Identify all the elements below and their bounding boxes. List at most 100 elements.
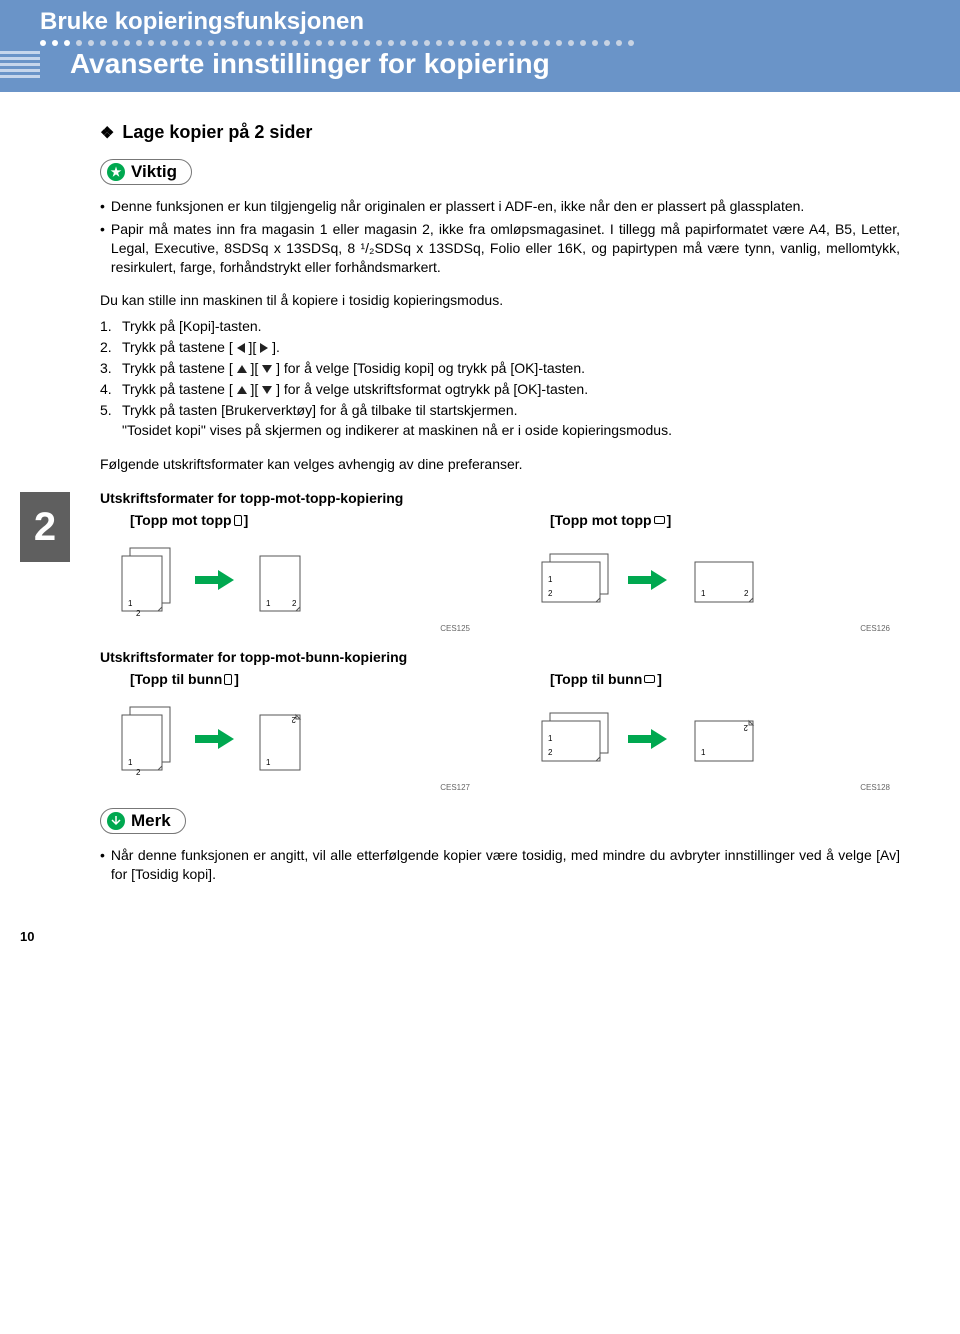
- format-label-suffix: ]: [667, 512, 672, 528]
- page-num-1: 1: [701, 589, 706, 598]
- page-content: 2 ❖ Lage kopier på 2 sider ★ Viktig • De…: [0, 122, 960, 884]
- step-text: Trykk på tastene [ ][ ].: [122, 337, 280, 358]
- page-num-2-rotated: 2: [291, 715, 296, 724]
- bullet-dot-icon: •: [100, 197, 105, 216]
- ces-code: CES127: [100, 783, 480, 792]
- step-list: 1.Trykk på [Kopi]-tasten. 2.Trykk på tas…: [100, 316, 900, 421]
- triangle-down-icon: [262, 365, 272, 373]
- landscape-icon: [654, 516, 665, 524]
- arrow-icon: [628, 729, 667, 749]
- duplex-diagram-tb-landscape: 1 2 1 2: [520, 693, 820, 783]
- format-label: [Topp til bunn]: [550, 671, 900, 687]
- triangle-down-icon: [262, 386, 272, 394]
- page-num-1: 1: [548, 575, 553, 584]
- triangle-up-icon: [237, 365, 247, 373]
- preference-intro: Følgende utskriftsformater kan velges av…: [100, 455, 900, 475]
- format-heading-tb: Utskriftsformater for topp-mot-bunn-kopi…: [100, 649, 900, 665]
- format-label-suffix: ]: [234, 671, 239, 687]
- bullet-dot-icon: •: [100, 846, 105, 884]
- important-bullet: • Denne funksjonen er kun tilgjengelig n…: [100, 197, 900, 216]
- page-num-2: 2: [292, 599, 297, 608]
- arrow-icon: [195, 729, 234, 749]
- triangle-up-icon: [237, 386, 247, 394]
- step-text: Trykk på tastene [ ][ ] for å velge [Tos…: [122, 358, 585, 379]
- ces-code: CES125: [100, 624, 480, 633]
- important-text: Denne funksjonen er kun tilgjengelig når…: [111, 197, 804, 216]
- portrait-icon: [234, 515, 242, 526]
- page-number: 10: [20, 929, 34, 944]
- page-num-2: 2: [136, 609, 141, 618]
- page-num-2: 2: [744, 589, 749, 598]
- step-text: Trykk på [Kopi]-tasten.: [122, 316, 262, 337]
- portrait-icon: [224, 674, 232, 685]
- page-num-2: 2: [548, 589, 553, 598]
- format-label-suffix: ]: [657, 671, 662, 687]
- format-col: [Topp mot topp] 1 2 1 2 CES126: [520, 512, 900, 633]
- step-item: 2.Trykk på tastene [ ][ ].: [100, 337, 900, 358]
- arrow-icon: [195, 570, 234, 590]
- step-item: 5.Trykk på tasten [Brukerverktøy] for å …: [100, 400, 900, 421]
- section-title: Avanserte innstillinger for kopiering: [40, 48, 550, 80]
- format-col: [Topp mot topp] 1 2 1 2 CES125: [100, 512, 480, 633]
- section-stripes-icon: [0, 50, 40, 78]
- note-pill: Merk: [100, 808, 186, 834]
- ces-code: CES126: [520, 624, 900, 633]
- ces-code: CES128: [520, 783, 900, 792]
- format-heading-tt: Utskriftsformater for topp-mot-topp-kopi…: [100, 490, 900, 506]
- format-row: [Topp mot topp] 1 2 1 2 CES125: [100, 512, 900, 633]
- important-label: Viktig: [131, 162, 177, 182]
- note-label: Merk: [131, 811, 171, 831]
- page-num-2: 2: [548, 748, 553, 757]
- duplex-diagram-tt-portrait: 1 2 1 2: [100, 534, 360, 624]
- header-bar: Bruke kopieringsfunksjonen Avanserte inn…: [0, 0, 960, 92]
- down-arrow-icon: [107, 812, 125, 830]
- subheading: ❖ Lage kopier på 2 sider: [100, 122, 900, 143]
- format-label: [Topp til bunn]: [130, 671, 480, 687]
- step-number: 1.: [100, 316, 122, 337]
- format-label: [Topp mot topp]: [130, 512, 480, 528]
- format-col: [Topp til bunn] 1 2 1 2 CES128: [520, 671, 900, 792]
- chapter-side-tab: 2: [20, 492, 70, 562]
- format-label: [Topp mot topp]: [550, 512, 900, 528]
- page-num-2: 2: [136, 768, 141, 777]
- format-label-text: [Topp mot topp: [550, 512, 652, 528]
- important-bullet: • Papir må mates inn fra magasin 1 eller…: [100, 220, 900, 277]
- triangle-right-icon: [260, 343, 268, 353]
- star-icon: ★: [107, 163, 125, 181]
- note-text: Når denne funksjonen er angitt, vil alle…: [111, 846, 900, 884]
- step-item: 3.Trykk på tastene [ ][ ] for å velge [T…: [100, 358, 900, 379]
- important-pill: ★ Viktig: [100, 159, 192, 185]
- important-text: Papir må mates inn fra magasin 1 eller m…: [111, 220, 900, 277]
- duplex-diagram-tb-portrait: 1 2 1 2: [100, 693, 360, 783]
- diamond-bullet-icon: ❖: [100, 123, 114, 143]
- page-num-1: 1: [266, 758, 271, 767]
- note-bullet: • Når denne funksjonen er angitt, vil al…: [100, 846, 900, 884]
- step-number: 2.: [100, 337, 122, 358]
- step-item: 4.Trykk på tastene [ ][ ] for å velge ut…: [100, 379, 900, 400]
- arrow-icon: [628, 570, 667, 590]
- format-label-text: [Topp til bunn: [130, 671, 222, 687]
- format-label-text: [Topp til bunn: [550, 671, 642, 687]
- duplex-diagram-tt-landscape: 1 2 1 2: [520, 534, 820, 624]
- page-num-1: 1: [128, 599, 133, 608]
- format-label-text: [Topp mot topp: [130, 512, 232, 528]
- page-num-1: 1: [266, 599, 271, 608]
- format-col: [Topp til bunn] 1 2 1 2 CES127: [100, 671, 480, 792]
- format-label-suffix: ]: [244, 512, 249, 528]
- step-text: Trykk på tastene [ ][ ] for å velge utsk…: [122, 379, 588, 400]
- format-row: [Topp til bunn] 1 2 1 2 CES127: [100, 671, 900, 792]
- section-title-wrap: Avanserte innstillinger for kopiering: [0, 48, 960, 80]
- triangle-left-icon: [237, 343, 245, 353]
- step-item: 1.Trykk på [Kopi]-tasten.: [100, 316, 900, 337]
- bullet-dot-icon: •: [100, 220, 105, 277]
- chapter-title: Bruke kopieringsfunksjonen: [0, 8, 960, 36]
- subheading-text: Lage kopier på 2 sider: [122, 122, 312, 143]
- page-num-2-rotated: 2: [743, 723, 748, 732]
- step-number: 3.: [100, 358, 122, 379]
- step-number: 4.: [100, 379, 122, 400]
- after-steps-paragraph: "Tosidet kopi" vises på skjermen og indi…: [122, 421, 900, 441]
- page-num-1: 1: [548, 734, 553, 743]
- step-number: 5.: [100, 400, 122, 421]
- landscape-icon: [644, 675, 655, 683]
- step-text: Trykk på tasten [Brukerverktøy] for å gå…: [122, 400, 518, 421]
